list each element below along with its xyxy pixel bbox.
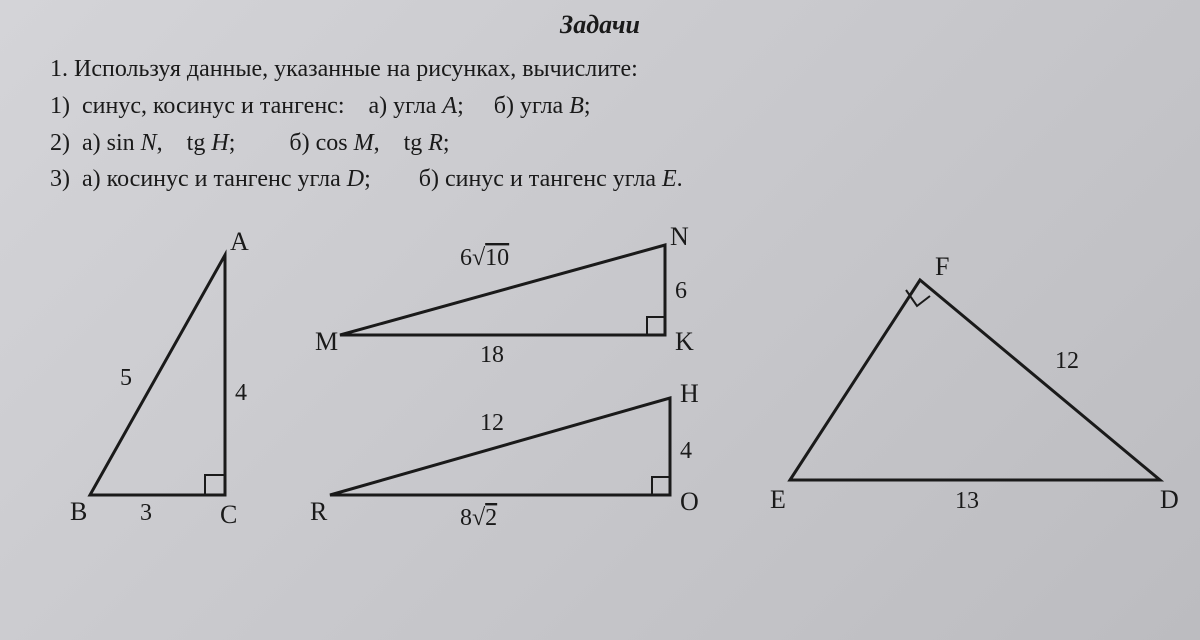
side-AC: 4 [235,380,247,406]
l3a: а) косинус и тангенс угла [82,166,341,192]
right-angle-K [647,317,665,335]
line1-b: б) угла [494,93,563,119]
intro-text: Используя данные, указанные на рисунках,… [74,56,638,82]
right-angle-O [652,477,670,495]
page: Задачи 1. Используя данные, указанные на… [0,0,1200,615]
sep4: ; [443,130,450,156]
vertex-O: O [680,487,699,516]
triangle-ABC: A B C 5 4 3 [70,225,290,525]
var-E: E [662,166,677,192]
var-A: A [442,93,457,119]
side-ED: 13 [955,488,979,514]
triangle-EFD: F E D 12 13 [770,240,1190,520]
vertex-N: N [670,222,689,251]
var-H: H [211,130,228,156]
vertex-M: M [315,327,338,356]
line1-label: синус, косинус и тангенс: [82,93,345,119]
var-M: M [354,130,374,156]
problem-block: 1. Используя данные, указанные на рисунк… [50,52,1150,197]
figures-area: A B C 5 4 3 M N K 6√10 6 18 R H O 12 4 [50,215,1150,595]
vertex-F: F [935,252,949,281]
sep: ; [457,93,464,119]
tri-EFD-shape [790,280,1160,480]
line1-a: а) угла [369,93,437,119]
var-R: R [428,130,443,156]
problem-intro: 1. Используя данные, указанные на рисунк… [50,52,1150,87]
comma1: , [157,130,163,156]
vertex-D: D [1160,485,1179,514]
problem-line-3: 3) а) косинус и тангенс угла D; б) синус… [50,162,1150,197]
vertex-E: E [770,485,786,514]
var-N: N [141,130,157,156]
vertex-B: B [70,497,87,526]
l2a-tg: tg [187,130,206,156]
comma2: , [374,130,380,156]
side-AB: 5 [120,365,132,391]
l2a: а) sin [82,130,135,156]
period: . [677,166,683,192]
sep2: ; [584,93,591,119]
l2b: б) cos [289,130,347,156]
triangle-RHO: R H O 12 4 8√2 [310,380,730,540]
subnum-1: 1) [50,93,70,119]
side-RH: 12 [480,410,504,436]
vertex-A: A [230,227,249,256]
var-B: B [569,93,584,119]
problem-line-1: 1) синус, косинус и тангенс: а) угла A; … [50,89,1150,124]
subnum-2: 2) [50,130,70,156]
vertex-H: H [680,379,699,408]
var-D: D [347,166,364,192]
side-NK: 6 [675,278,687,304]
side-BC: 3 [140,500,152,526]
sep5: ; [364,166,371,192]
num-1: 1. [50,56,68,82]
l2b-tg: tg [404,130,423,156]
l3b: б) синус и тангенс угла [419,166,656,192]
side-RO: 8√2 [460,505,497,531]
vertex-R: R [310,497,328,526]
side-FD: 12 [1055,348,1079,374]
side-HO: 4 [680,438,692,464]
subnum-3: 3) [50,166,70,192]
vertex-K: K [675,327,694,356]
tri-ABC-shape [90,255,225,495]
sep3: ; [229,130,236,156]
section-title: Задачи [50,10,1150,40]
side-MN: 6√10 [460,245,509,271]
triangle-MNK: M N K 6√10 6 18 [320,220,720,370]
side-MK: 18 [480,342,504,368]
vertex-C: C [220,500,237,529]
problem-line-2: 2) а) sin N, tg H; б) cos M, tg R; [50,126,1150,161]
right-angle-C [205,475,225,495]
